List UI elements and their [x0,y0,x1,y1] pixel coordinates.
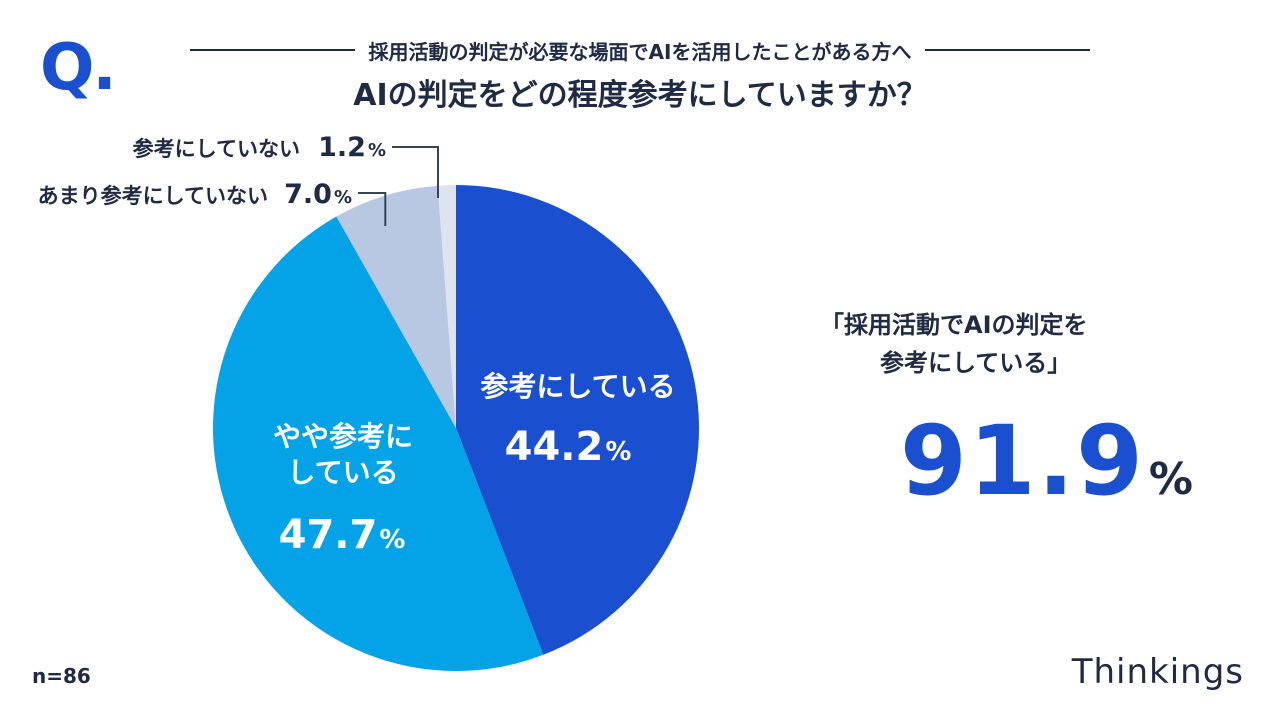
summary-quote-line1: 「採用活動でAIの判定を [820,311,1088,339]
subtitle-rule-left [190,49,355,51]
summary-total-value: 91.9 [900,405,1145,517]
summary-total-unit: % [1148,454,1193,505]
sample-size: n=86 [32,664,91,688]
pie-slice-4 [437,185,456,428]
slice-2-value-number: 47.7 [279,512,378,558]
slice-4-value: 1.2% [318,132,386,163]
slice-3-value-percent: % [334,187,352,208]
slice-3-label: あまり参考にしていない [38,184,268,208]
subtitle-rule-right [925,49,1091,51]
pie-slice-1 [456,185,700,655]
slice-2-value-percent: % [379,525,405,555]
page-title: AIの判定をどの程度参考にしていますか？ [353,78,927,113]
summary-quote: 「採用活動でAIの判定を 参考にしている」 [820,306,1180,383]
slice-3-value-number: 7.0 [284,179,332,210]
summary-quote-line2: 参考にしている」 [880,349,1072,378]
pie-slice-3 [336,185,456,428]
slice-4-label: 参考にしていない [133,137,300,161]
slice-2-value: 47.7% [279,512,406,558]
slice-1-value-percent: % [605,437,631,467]
callout-line-3 [358,192,387,226]
slice-3-value: 7.0% [284,179,352,210]
brand-logo-text: Thinkings [1071,652,1244,692]
slice-1-value-number: 44.2 [505,424,604,470]
slice-2-label-line2: している [287,456,398,489]
summary-total: 91.9% [900,405,1193,517]
slice-4-value-number: 1.2 [318,132,366,163]
slice-1-value: 44.2% [505,424,632,470]
callout-line-4 [392,146,439,198]
question-mark-label: Q. [40,31,117,105]
subtitle: 採用活動の判定が必要な場面でAIを活用したことがある方へ [368,39,912,64]
subtitle-row: 採用活動の判定が必要な場面でAIを活用したことがある方へ [190,36,1091,64]
slice-2-label-line1: やや参考に [273,420,413,453]
pie-slice-2 [212,216,544,672]
slice-4-value-percent: % [368,140,386,161]
slice-1-label: 参考にしている [480,370,675,403]
